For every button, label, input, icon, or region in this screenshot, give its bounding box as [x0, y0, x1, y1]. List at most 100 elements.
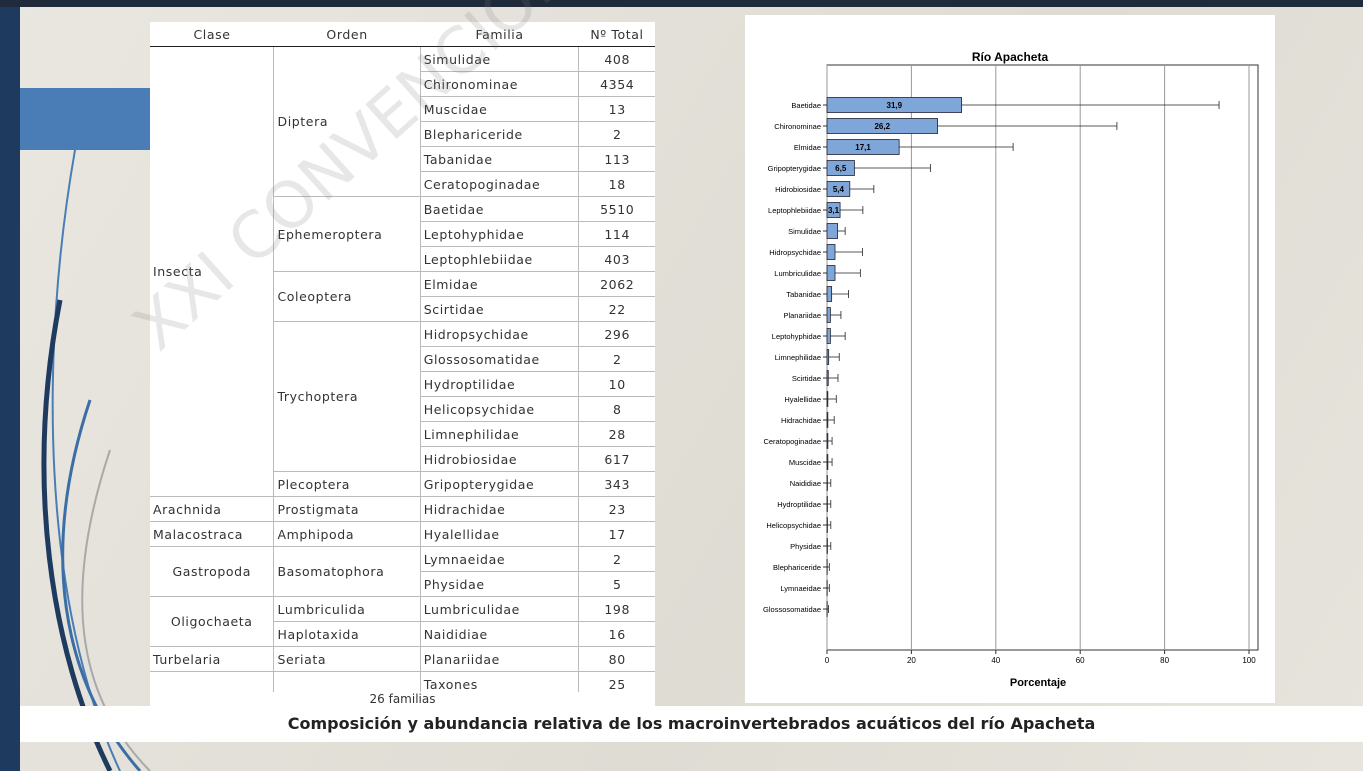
family-cell: Hydroptilidae	[419, 371, 579, 397]
total-cell: 198	[578, 596, 655, 622]
y-tick-label: Hyalellidae	[784, 395, 821, 404]
y-tick-label: Hidrachidae	[781, 416, 821, 425]
total-cell: 113	[578, 146, 655, 172]
family-cell: Glossosomatidae	[419, 346, 579, 372]
class-cell: Turbelaria	[150, 646, 274, 672]
y-tick-label: Chironominae	[774, 122, 821, 131]
bar	[826, 370, 829, 386]
table-row: Glossosomatidae 2	[150, 346, 655, 372]
family-cell: Muscidae	[419, 96, 579, 122]
y-tick-label: Hydroptilidae	[777, 500, 821, 509]
table-row: Tabanidae 113	[150, 146, 655, 172]
total-cell: 2	[578, 346, 655, 372]
total-cell: 10	[578, 371, 655, 397]
family-cell: Hidrachidae	[419, 496, 579, 522]
family-cell: Hyalellidae	[419, 521, 579, 547]
total-cell: 28	[578, 421, 655, 447]
accent-square	[20, 88, 150, 150]
total-cell: 22	[578, 296, 655, 322]
class-cell: Arachnida	[150, 496, 274, 522]
y-tick-label: Hidropsychidae	[769, 248, 821, 257]
table-row: Blephariceride 2	[150, 121, 655, 147]
order-cell: Trychoptera	[273, 321, 421, 472]
family-cell: Leptophlebiidae	[419, 246, 579, 272]
table-row: Limnephilidae 28	[150, 421, 655, 447]
class-cell: Malacostraca	[150, 521, 274, 547]
taxa-table: Clase Orden Familia Nº Total Insecta Diptera S…	[150, 22, 655, 697]
table-row: Hidrobiosidae 617	[150, 446, 655, 472]
value-label: 6,5	[835, 164, 847, 173]
y-tick-label: Helicopsychidae	[766, 521, 821, 530]
family-cell: Gripopterygidae	[419, 471, 579, 497]
family-cell: Hidrobiosidae	[419, 446, 579, 472]
y-tick-label: Gripopterygidae	[768, 164, 821, 173]
table-row: Arachnida Prostigmata Hidrachidae 23	[150, 496, 655, 522]
total-cell: 343	[578, 471, 655, 497]
table-row: Trychoptera Hidropsychidae 296	[150, 321, 655, 472]
order-cell: Prostigmata	[273, 496, 421, 522]
bar	[826, 244, 836, 260]
x-tick-label: 20	[907, 656, 916, 665]
total-cell: 23	[578, 496, 655, 522]
column-header: Clase	[150, 22, 274, 47]
y-tick-label: Muscidae	[789, 458, 821, 467]
y-tick-label: Baetidae	[791, 101, 821, 110]
y-tick-label: Planariidae	[783, 311, 821, 320]
y-tick-label: Physidae	[790, 542, 821, 551]
x-tick-label: 0	[825, 656, 830, 665]
total-cell: 403	[578, 246, 655, 272]
family-cell: Leptohyphidae	[419, 221, 579, 247]
total-cell: 13	[578, 96, 655, 122]
total-cell: 5	[578, 571, 655, 597]
y-tick-label: Limnephilidae	[775, 353, 821, 362]
family-cell: Tabanidae	[419, 146, 579, 172]
total-cell: 296	[578, 321, 655, 347]
table-row: Leptohyphidae 114	[150, 221, 655, 247]
value-label: 26,2	[874, 122, 890, 131]
class-cell: Gastropoda	[150, 546, 274, 597]
family-cell: Limnephilidae	[419, 421, 579, 447]
value-label: 5,4	[833, 185, 845, 194]
family-cell: Physidae	[419, 571, 579, 597]
order-cell: Ephemeroptera	[273, 196, 421, 272]
family-cell: Naididiae	[419, 621, 579, 647]
table-row: Hydroptilidae 10	[150, 371, 655, 397]
family-cell: Elmidae	[419, 271, 579, 297]
side-strip	[0, 0, 20, 771]
family-cell: Helicopsychidae	[419, 396, 579, 422]
caption: Composición y abundancia relativa de los…	[20, 706, 1363, 742]
family-cell: Simulidae	[419, 46, 579, 72]
bar	[826, 160, 855, 176]
y-tick-label: Blephariceride	[773, 563, 821, 572]
total-cell: 617	[578, 446, 655, 472]
table-row: Ceratopoginadae 18	[150, 171, 655, 197]
column-header: Nº Total	[578, 22, 655, 47]
y-tick-label: Elmidae	[794, 143, 821, 152]
y-tick-label: Simulidae	[788, 227, 821, 236]
family-cell: Chironominae	[419, 71, 579, 97]
bar	[826, 118, 938, 134]
order-cell: Coleoptera	[273, 271, 421, 322]
table-row: Insecta Diptera Simulidae 408	[150, 46, 655, 497]
chart-box: Río Apacheta Porcentaje 0 20 40 60 80 100 Baet…	[745, 15, 1275, 703]
chart: Río Apacheta Porcentaje 0 20 40 60 80 100 Baet…	[763, 50, 1259, 689]
top-line	[0, 0, 1363, 7]
order-cell: Lumbriculida	[273, 596, 421, 622]
bar	[826, 181, 851, 197]
total-cell: 17	[578, 521, 655, 547]
total-cell: 2	[578, 546, 655, 572]
table-row: Muscidae 13	[150, 96, 655, 122]
table-note: 26 familias	[150, 692, 655, 706]
total-cell: 114	[578, 221, 655, 247]
value-label: 17,1	[855, 143, 871, 152]
table-row: Oligochaeta Lumbriculida Lumbriculidae 198	[150, 596, 655, 647]
table-row: Gastropoda Basomatophora Lymnaeidae 2	[150, 546, 655, 597]
y-tick-label: Ceratopoginadae	[763, 437, 821, 446]
order-cell: Plecoptera	[273, 471, 421, 497]
total-cell: 80	[578, 646, 655, 672]
total-cell: 2	[578, 121, 655, 147]
total-cell: 16	[578, 621, 655, 647]
table-row: Scirtidae 22	[150, 296, 655, 322]
order-cell: Basomatophora	[273, 546, 421, 597]
